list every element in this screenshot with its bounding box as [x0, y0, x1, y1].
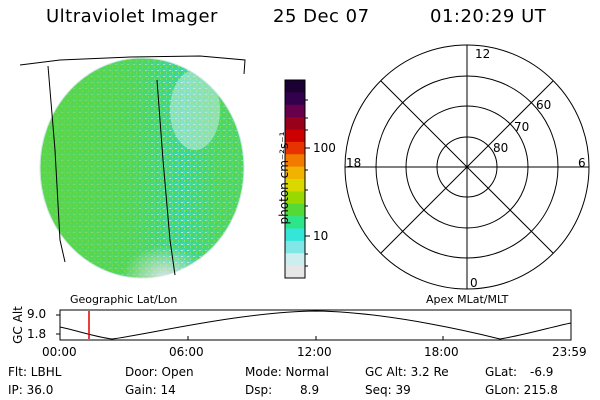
mlt-label-12: 12 — [475, 47, 491, 61]
orbit-xtick-2359: 23:59 — [552, 345, 587, 359]
colorbar-band — [285, 216, 305, 230]
info-door: Door: Open — [125, 365, 194, 379]
info-ip: IP: 36.0 — [8, 383, 54, 397]
colorbar-band — [285, 203, 305, 217]
colorbar-tick-100: 100 — [313, 141, 336, 155]
orbit-ytick-9: 9.0 — [27, 307, 47, 321]
info-gc-alt: GC Alt: 3.2 Re — [365, 365, 449, 379]
mlt-label-0: 0 — [470, 276, 478, 290]
time-label: 01:20:29 UT — [430, 6, 547, 27]
colorbar-frame — [284, 79, 306, 279]
colorbar-band — [285, 265, 305, 279]
colorbar-band — [285, 166, 305, 180]
lat-label-60: 60 — [536, 98, 552, 112]
lat-label-70: 70 — [514, 120, 530, 134]
info-glat-value: -6.9 — [530, 365, 554, 379]
colorbar-band — [285, 179, 305, 192]
mlt-label-18: 18 — [346, 156, 362, 170]
colorbar-band — [285, 92, 305, 106]
lat-label-80: 80 — [493, 141, 509, 155]
orbit-xtick-1200: 12:00 — [297, 345, 332, 359]
colorbar-band — [285, 191, 305, 205]
orbit-xtick-0600: 06:00 — [169, 345, 204, 359]
orbit-xtick-0000: 00:00 — [42, 345, 77, 359]
colorbar-band — [285, 117, 305, 131]
polar-panel-label: Apex MLat/MLT — [426, 293, 509, 306]
colorbar-band — [285, 253, 305, 267]
info-gain: Gain: 14 — [125, 383, 176, 397]
info-dsp-label: Dsp: — [245, 383, 273, 397]
orbit-plot-frame — [59, 309, 572, 341]
orbit-ylabel: GC Alt — [11, 306, 25, 344]
colorbar-band — [285, 80, 305, 93]
info-flt: Flt: LBHL — [8, 365, 62, 379]
date-label: 25 Dec 07 — [273, 6, 370, 27]
instrument-title: Ultraviolet Imager — [46, 6, 218, 27]
uv-image-disk — [39, 57, 245, 279]
colorbar-tick-10: 10 — [313, 229, 329, 243]
colorbar-ticks — [305, 99, 310, 267]
mlt-label-6: 6 — [578, 156, 586, 170]
colorbar-band — [285, 104, 305, 118]
info-dsp-value: 8.9 — [300, 383, 320, 397]
info-glat-label: GLat: — [485, 365, 518, 379]
polar-grid — [344, 44, 590, 290]
info-seq: Seq: 39 — [365, 383, 411, 397]
colorbar-band — [285, 228, 305, 242]
colorbar-band — [285, 154, 305, 168]
orbit-ytick-1-8: 1.8 — [27, 327, 47, 341]
image-panel-label: Geographic Lat/Lon — [70, 293, 178, 306]
orbit-altitude-curve — [59, 310, 572, 340]
orbit-plot-ticks — [56, 314, 444, 340]
colorbar-band — [285, 129, 305, 143]
info-glon: GLon: 215.8 — [485, 383, 558, 397]
orbit-xtick-1800: 18:00 — [424, 345, 459, 359]
colorbar-band — [285, 141, 305, 155]
colorbar-unit-label: photon cm⁻²s⁻¹ — [277, 131, 291, 225]
colorbar — [285, 80, 305, 279]
geo-grid-lines — [19, 55, 246, 276]
colorbar-band — [285, 240, 305, 254]
info-mode: Mode: Normal — [245, 365, 329, 379]
